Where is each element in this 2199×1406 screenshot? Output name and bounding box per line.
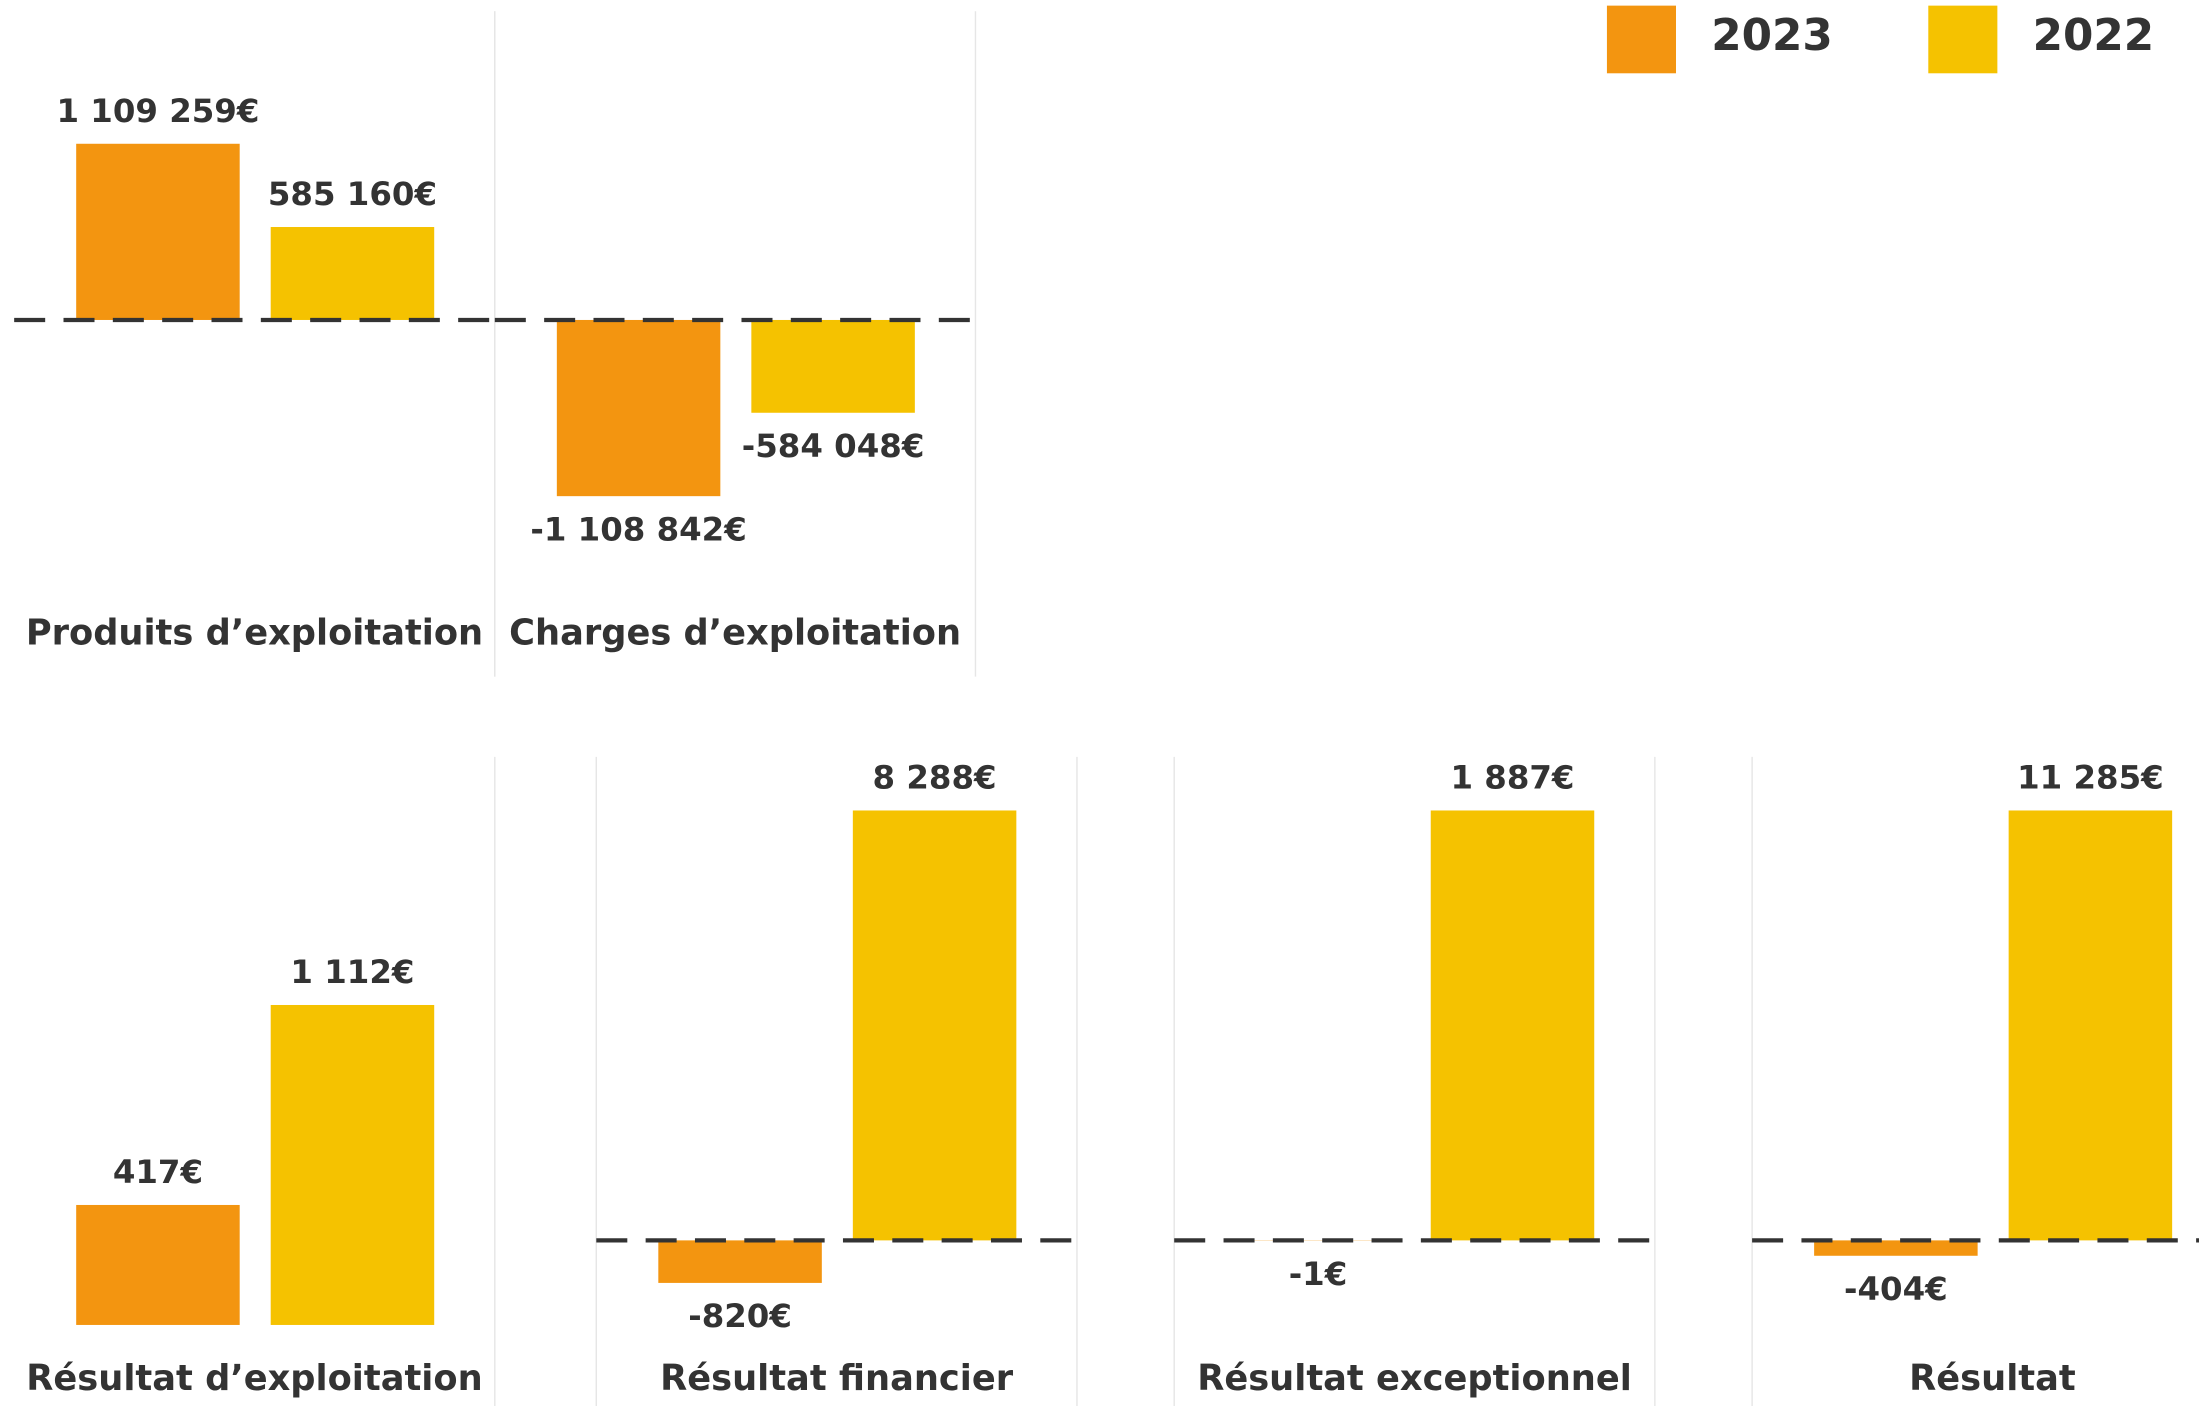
value-label: -1 108 842€ <box>530 510 746 548</box>
category-label: Résultat d’exploitation <box>26 1358 482 1399</box>
bar <box>852 810 1017 1241</box>
value-label: 1 112€ <box>290 953 414 991</box>
category-label: Charges d’exploitation <box>509 612 961 653</box>
value-label: -820€ <box>688 1297 792 1335</box>
category-label: Résultat <box>1909 1358 2076 1399</box>
bar <box>76 1204 240 1325</box>
bar <box>556 319 721 497</box>
value-label: 8 288€ <box>873 758 997 796</box>
value-label: -584 048€ <box>742 427 925 465</box>
value-label: -404€ <box>1844 1270 1948 1308</box>
bar <box>1814 1240 1978 1256</box>
bar <box>270 1004 435 1325</box>
value-label: 11 285€ <box>2017 758 2164 796</box>
bar <box>658 1240 822 1283</box>
category-label: Produits d’exploitation <box>26 612 483 653</box>
value-label: 1 887€ <box>1450 758 1574 796</box>
value-label: -1€ <box>1289 1255 1348 1293</box>
bar <box>2008 810 2173 1241</box>
bar <box>76 143 240 320</box>
legend-swatch <box>1928 5 1998 74</box>
value-label: 585 160€ <box>268 175 437 213</box>
category-label: Résultat exceptionnel <box>1197 1358 1632 1399</box>
value-label: 417€ <box>113 1153 203 1191</box>
legend-swatch <box>1606 5 1676 74</box>
bar <box>270 227 435 320</box>
legend-label: 2022 <box>2033 10 2155 61</box>
bar <box>1430 810 1595 1241</box>
legend-label: 2023 <box>1711 10 1833 61</box>
value-label: 1 109 259€ <box>56 92 259 130</box>
bar <box>751 319 915 413</box>
category-label: Résultat financier <box>660 1358 1014 1399</box>
